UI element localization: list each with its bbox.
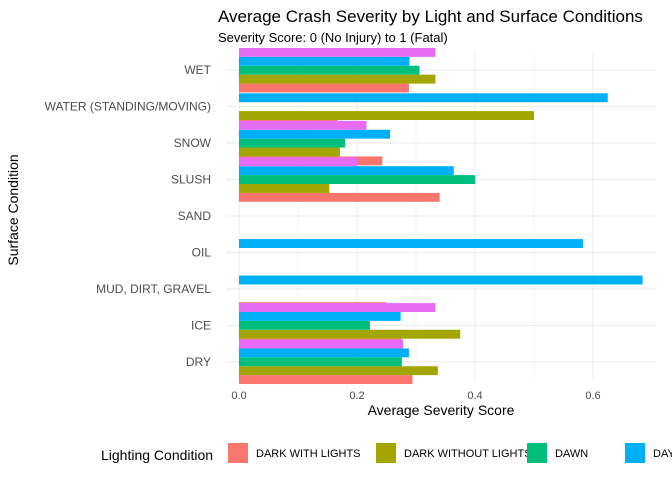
legend-label: DAWN (555, 448, 588, 460)
legend-swatch (625, 443, 645, 463)
bar (239, 65, 420, 75)
x-tick-label: 0.4 (467, 390, 482, 402)
bar (239, 239, 583, 248)
y-tick-label: SAND (178, 209, 212, 223)
bars (239, 47, 643, 385)
y-tick-label: SLUSH (171, 173, 211, 187)
bar (239, 348, 409, 358)
bar (239, 138, 346, 148)
bar (239, 56, 410, 66)
legend-swatch (228, 443, 248, 463)
bar (239, 184, 330, 193)
x-tick-label: 0.2 (349, 390, 364, 402)
legend: Lighting Condition DARK WITH LIGHTS DARK … (101, 443, 672, 463)
bar (239, 357, 402, 367)
bar (239, 311, 401, 321)
bar (239, 111, 534, 121)
legend-swatch (376, 443, 396, 463)
bar (239, 93, 608, 103)
bar (239, 129, 391, 139)
legend-swatch (527, 443, 547, 463)
bar (239, 375, 413, 385)
legend-title: Lighting Condition (101, 447, 213, 463)
legend-items: DARK WITH LIGHTS DARK WITHOUT LIGHTS DAWN D… (228, 443, 672, 463)
bar (239, 320, 370, 330)
x-axis-title: Average Severity Score (368, 402, 515, 418)
chart-title: Average Crash Severity by Light and Surf… (218, 7, 643, 26)
bar (239, 275, 643, 285)
legend-label: DARK WITH LIGHTS (256, 448, 361, 460)
y-tick-label: SNOW (174, 136, 212, 150)
bar (239, 157, 357, 167)
legend-label: DARK WITHOUT LIGHTS (404, 448, 532, 460)
bar (239, 175, 475, 185)
y-tick-label: DRY (186, 355, 211, 369)
y-tick-labels: WET WATER (STANDING/MOVING) SNOW SLUSH SAND O… (45, 63, 212, 369)
bar (239, 83, 409, 93)
y-tick-label: MUD, DIRT, GRAVEL (96, 282, 211, 296)
bar (239, 74, 436, 84)
y-axis-title: Surface Condition (5, 154, 21, 265)
x-tick-label: 0.0 (231, 390, 246, 402)
y-tick-label: WET (184, 63, 211, 77)
y-tick-label: WATER (STANDING/MOVING) (45, 100, 211, 114)
bar (239, 339, 404, 349)
bar (239, 147, 340, 157)
x-tick-label: 0.6 (585, 390, 600, 402)
bar (239, 366, 438, 376)
x-tick-labels: 0.0 0.2 0.4 0.6 (231, 390, 600, 402)
bar (239, 120, 367, 130)
bar (239, 47, 436, 57)
y-tick-label: OIL (192, 245, 212, 259)
bar (239, 166, 454, 176)
bar (239, 303, 436, 312)
bar (239, 192, 440, 202)
y-tick-label: ICE (191, 318, 211, 332)
bar (239, 329, 461, 339)
chart-subtitle: Severity Score: 0 (No Injury) to 1 (Fata… (218, 30, 448, 45)
legend-label: DAY (653, 448, 672, 460)
